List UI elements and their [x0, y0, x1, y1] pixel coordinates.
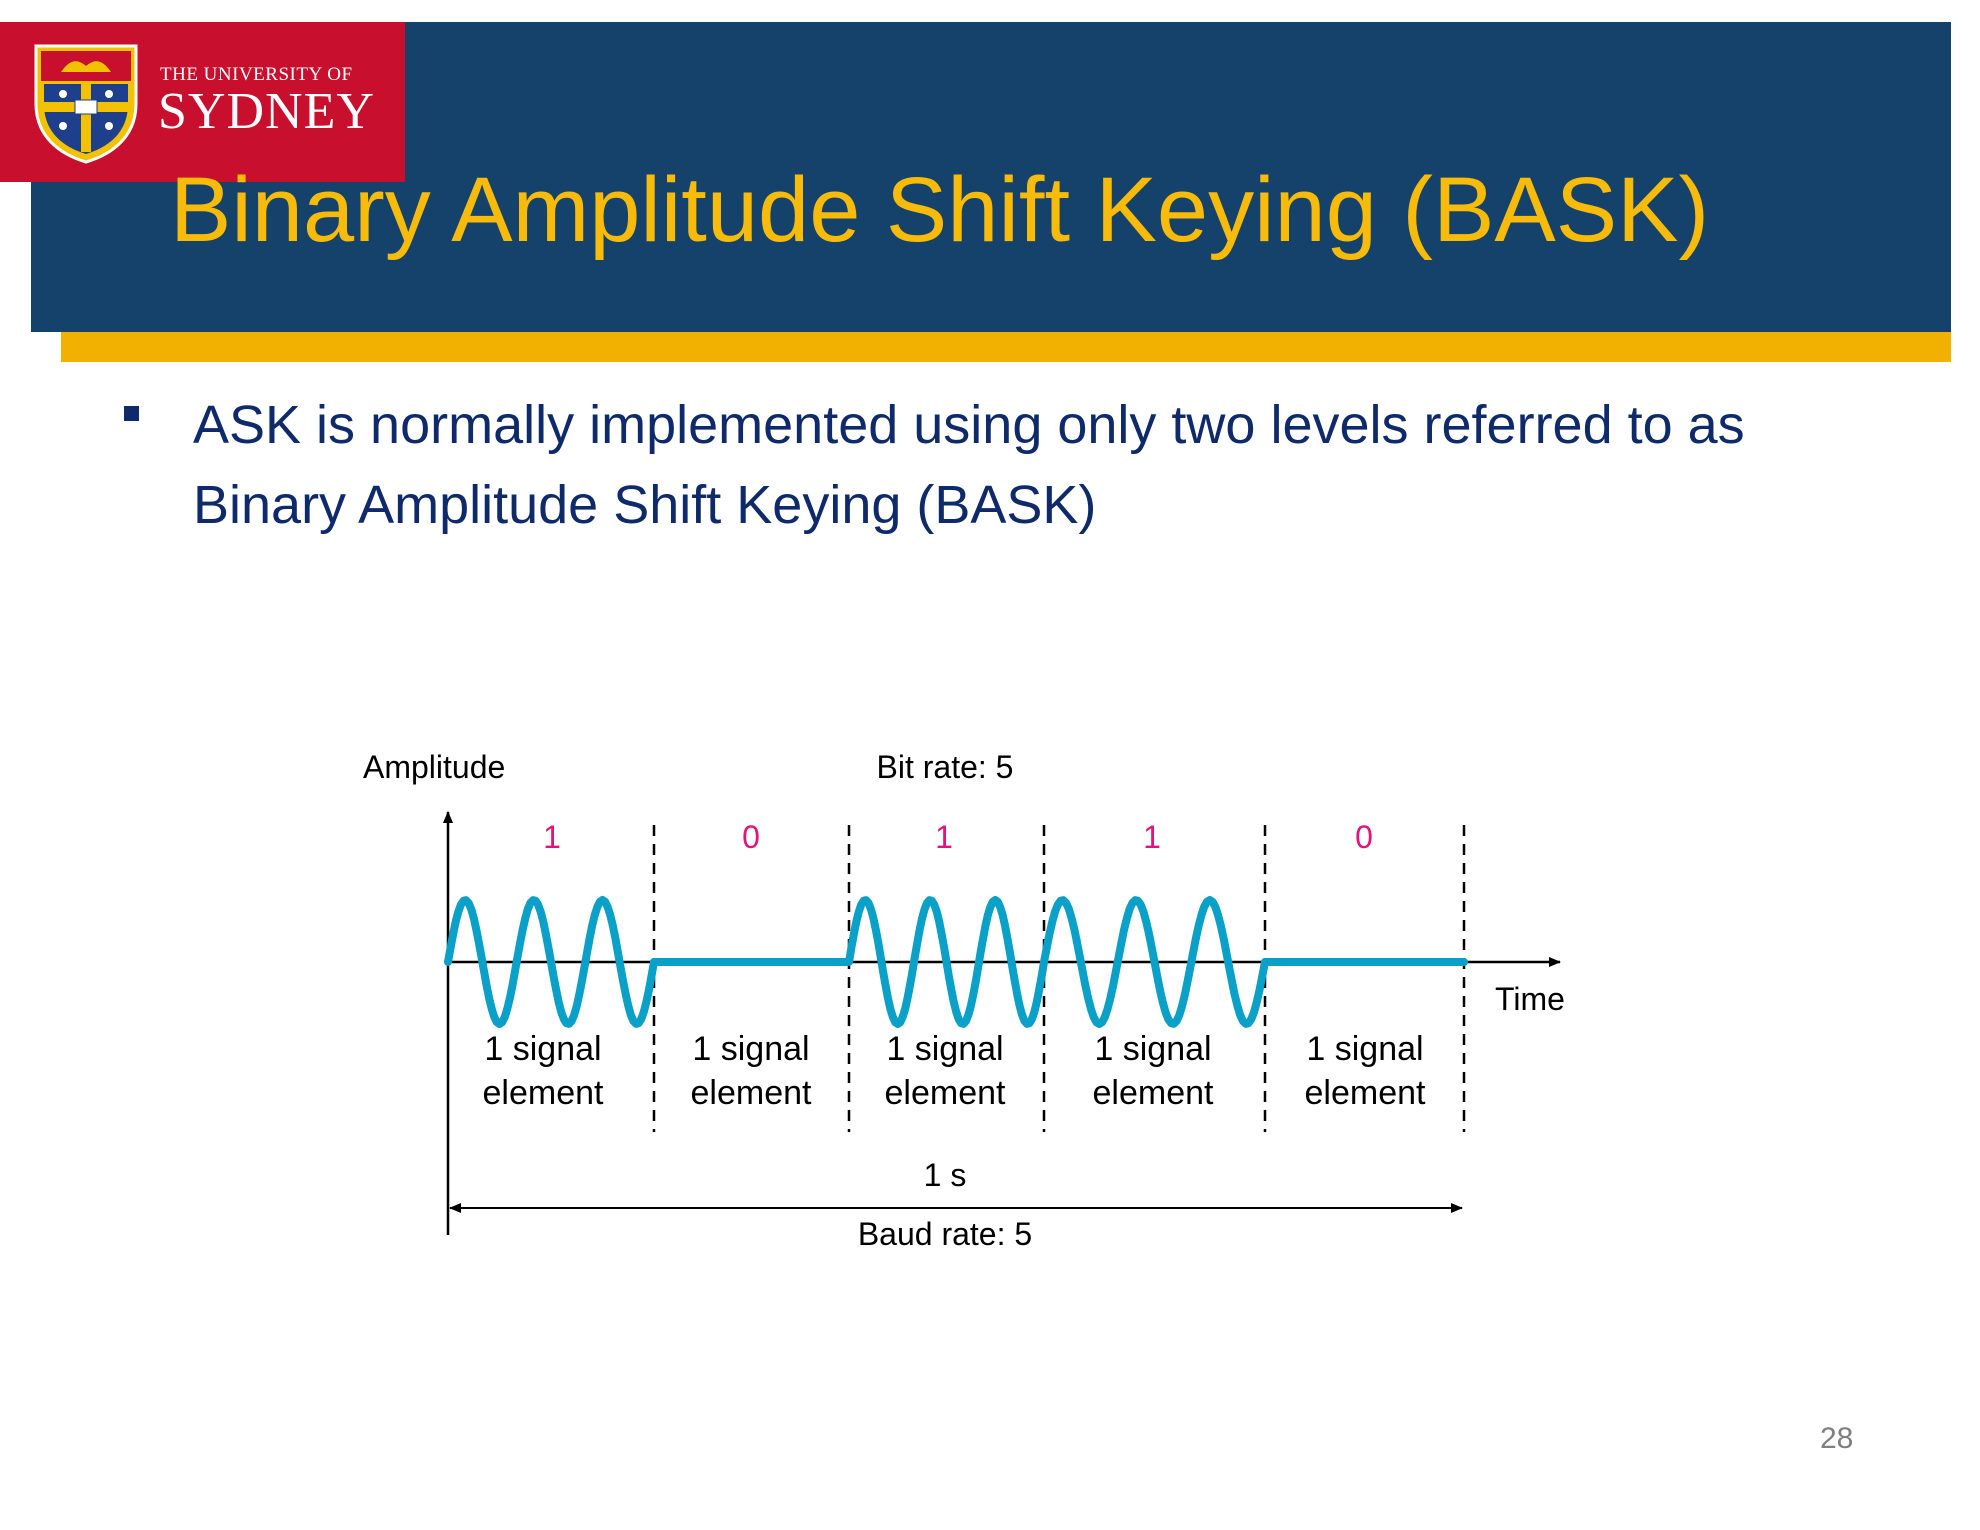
logo-text-sydney: SYDNEY — [158, 83, 375, 140]
signal-element-line2: element — [691, 1074, 813, 1112]
title-underline-bar — [61, 332, 1951, 362]
university-logo: THE UNIVERSITY OF SYDNEY — [0, 22, 405, 182]
signal-element-line1: 1 signal — [1094, 1030, 1211, 1068]
signal-element-line2: element — [483, 1074, 605, 1112]
bit-label: 0 — [1355, 819, 1373, 855]
crest-icon — [34, 44, 138, 164]
bit-label: 1 — [935, 819, 953, 855]
signal-element-line1: 1 signal — [692, 1030, 809, 1068]
bit-label: 1 — [1143, 819, 1161, 855]
x-axis-label: Time — [1495, 981, 1565, 1017]
bit-rate-label: Bit rate: 5 — [877, 749, 1014, 785]
y-axis-label: Amplitude — [363, 749, 505, 785]
bask-waveform — [444, 896, 1468, 1028]
bullet-text: ASK is normally implemented using only t… — [193, 395, 1745, 535]
bit-label: 1 — [543, 819, 561, 855]
logo-text-university: THE UNIVERSITY OF — [160, 64, 353, 85]
signal-element-line1: 1 signal — [1306, 1030, 1423, 1068]
slide-title: Binary Amplitude Shift Keying (BASK) — [170, 159, 1710, 261]
signal-element-line2: element — [1305, 1074, 1427, 1112]
page-number: 28 — [1820, 1422, 1854, 1455]
signal-element-line1: 1 signal — [886, 1030, 1003, 1068]
duration-label: 1 s — [924, 1157, 967, 1193]
bask-diagram: Amplitude Bit rate: 5 Time 1 0 1 1 0 1 s… — [363, 749, 1565, 1252]
bullet-square-icon — [124, 406, 139, 421]
bit-label: 0 — [742, 819, 760, 855]
signal-element-line1: 1 signal — [484, 1030, 601, 1068]
signal-element-line2: element — [885, 1074, 1007, 1112]
baud-rate-label: Baud rate: 5 — [858, 1216, 1032, 1252]
signal-element-line2: element — [1093, 1074, 1215, 1112]
signal-element-labels: 1 signal element 1 signal element 1 sign… — [483, 1030, 1427, 1112]
